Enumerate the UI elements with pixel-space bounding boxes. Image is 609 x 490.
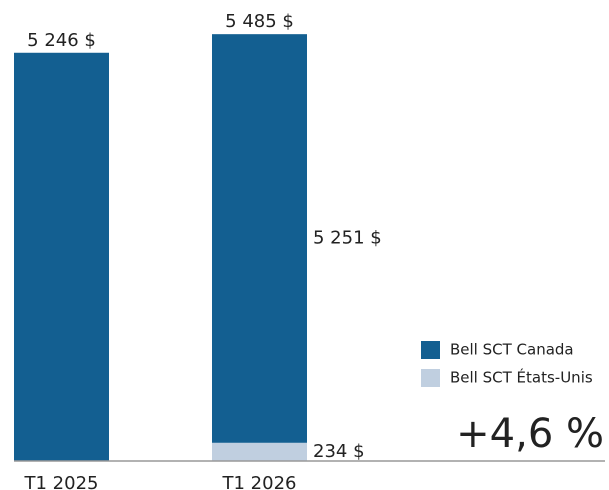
growth-annotation: +4,6 %: [456, 411, 604, 457]
x-tick-label: T1 2025: [24, 473, 99, 490]
x-tick-label: T1 2026: [222, 473, 297, 490]
legend-label: Bell SCT Canada: [450, 341, 574, 359]
total-label: 5 246 $: [27, 30, 96, 51]
bar-segment: [212, 442, 307, 461]
bar-segment: [212, 34, 307, 443]
segment-label: 5 251 $: [313, 227, 382, 248]
legend-swatch: [421, 341, 440, 359]
legend-swatch: [421, 369, 440, 387]
segment-label: 234 $: [313, 441, 365, 462]
legend-label: Bell SCT États-Unis: [450, 368, 593, 387]
total-label: 5 485 $: [225, 11, 294, 32]
bar-segment: [14, 52, 109, 462]
